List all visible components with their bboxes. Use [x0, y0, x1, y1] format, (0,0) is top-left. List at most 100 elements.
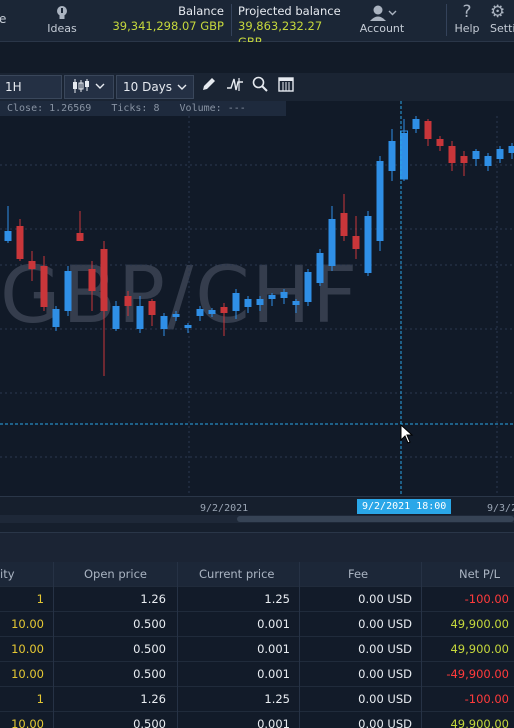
mouse-cursor-icon: [400, 424, 414, 444]
column-header[interactable]: ity: [0, 567, 15, 581]
candle: [100, 241, 108, 376]
calendar-icon[interactable]: [275, 76, 297, 98]
timeframe-select[interactable]: 1H: [0, 75, 62, 99]
candle: [436, 136, 444, 151]
candle: [40, 256, 48, 311]
time-axis: 9/2/2021 9/2/2021 18:00 9/3/2: [0, 496, 514, 532]
candle: [160, 313, 168, 336]
candle: [148, 299, 156, 326]
column-divider: [177, 712, 178, 728]
price-chart[interactable]: GBP/CHF Close: 1.26569 Ticks: 8 Volume: …: [0, 101, 514, 496]
range-value: 10 Days: [123, 80, 173, 94]
column-divider: [299, 587, 300, 612]
time-tick-label: 9/3/2: [487, 503, 514, 514]
current-price-cell: 1.25: [264, 692, 290, 706]
table-row[interactable]: 10.00 0.500 0.001 0.00 USD 49,900.00: [0, 637, 514, 662]
ideas-label: Ideas: [47, 22, 77, 35]
column-divider: [177, 687, 178, 712]
fee-cell: 0.00 USD: [358, 692, 412, 706]
candle: [28, 251, 36, 281]
candle: [124, 291, 132, 316]
edge-menu-label[interactable]: e: [0, 12, 7, 26]
account-button[interactable]: Account: [354, 0, 410, 42]
fee-cell: 0.00 USD: [358, 667, 412, 681]
candle: [484, 153, 492, 171]
column-divider: [53, 687, 54, 712]
column-header[interactable]: Current price: [199, 567, 275, 581]
candlestick-plot[interactable]: [0, 101, 514, 496]
net-pl-cell: 49,900.00: [450, 617, 509, 631]
settings-label: Setti: [490, 22, 514, 35]
chart-type-select[interactable]: [64, 75, 114, 99]
net-pl-cell: -100.00: [464, 692, 509, 706]
column-divider: [53, 662, 54, 687]
column-divider: [53, 587, 54, 612]
column-header[interactable]: Net P/L: [459, 567, 501, 581]
indicator-icon[interactable]: [224, 76, 246, 98]
quantity-cell: 10.00: [11, 667, 44, 681]
settings-button[interactable]: ⚙ Setti: [490, 0, 514, 42]
magnifier-icon[interactable]: [249, 76, 271, 98]
candlestick-icon: [71, 79, 95, 94]
table-row[interactable]: 1 1.26 1.25 0.00 USD -100.00: [0, 587, 514, 612]
table-row[interactable]: 10.00 0.500 0.001 0.00 USD 49,900.00: [0, 712, 514, 728]
candle: [220, 303, 228, 336]
candle: [364, 211, 372, 276]
ticks-readout: Ticks: 8: [111, 103, 160, 114]
fee-cell: 0.00 USD: [358, 717, 412, 728]
topbar-divider-2: [446, 4, 447, 36]
column-divider: [421, 637, 422, 662]
positions-panel-header: [0, 532, 514, 562]
question-icon: ?: [462, 2, 472, 22]
topbar-divider: [231, 4, 232, 36]
quantity-cell: 1: [36, 592, 44, 606]
candle: [112, 301, 120, 331]
column-divider: [299, 712, 300, 728]
lightbulb-icon: [40, 0, 84, 22]
current-price-cell: 0.001: [257, 667, 290, 681]
scrollbar-thumb[interactable]: [237, 516, 514, 522]
open-price-cell: 0.500: [133, 642, 166, 656]
column-divider: [177, 637, 178, 662]
column-divider: [299, 562, 300, 587]
quantity-cell: 10.00: [11, 642, 44, 656]
range-select[interactable]: 10 Days: [116, 75, 194, 99]
timeframe-value: 1H: [5, 80, 22, 94]
open-price-cell: 1.26: [140, 592, 166, 606]
column-header[interactable]: Fee: [348, 567, 369, 581]
candle: [460, 151, 468, 176]
column-divider: [177, 562, 178, 587]
user-icon: [354, 0, 410, 22]
help-button[interactable]: ? Help: [449, 0, 485, 42]
ideas-button[interactable]: Ideas: [40, 0, 84, 42]
table-header-row: ity Open price Current price Fee Net P/L: [0, 562, 514, 587]
column-divider: [421, 662, 422, 687]
candle: [172, 311, 180, 321]
open-price-cell: 0.500: [133, 717, 166, 728]
candle: [304, 269, 312, 306]
candle: [424, 119, 432, 146]
pencil-icon[interactable]: [198, 76, 220, 98]
quantity-cell: 10.00: [11, 617, 44, 631]
chart-toolbar: 1H 10 Days: [0, 73, 514, 101]
candle: [52, 306, 60, 331]
balance-label: Balance: [178, 4, 224, 18]
table-row[interactable]: 10.00 0.500 0.001 0.00 USD -49,900.00: [0, 662, 514, 687]
crosshair-time-label: 9/2/2021 18:00: [357, 499, 452, 514]
column-divider: [421, 612, 422, 637]
column-header[interactable]: Open price: [84, 567, 147, 581]
column-divider: [299, 687, 300, 712]
candle: [76, 211, 84, 241]
candle: [64, 266, 72, 316]
positions-table: ity Open price Current price Fee Net P/L 1 1.2…: [0, 562, 514, 728]
current-price-cell: 1.25: [264, 592, 290, 606]
candle: [448, 141, 456, 171]
table-row[interactable]: 1 1.26 1.25 0.00 USD -100.00: [0, 687, 514, 712]
chart-scrollbar[interactable]: [0, 515, 514, 523]
table-row[interactable]: 10.00 0.500 0.001 0.00 USD 49,900.00: [0, 612, 514, 637]
column-divider: [53, 637, 54, 662]
column-divider: [177, 612, 178, 637]
candle: [412, 116, 420, 133]
candle: [508, 143, 514, 159]
column-divider: [421, 712, 422, 728]
